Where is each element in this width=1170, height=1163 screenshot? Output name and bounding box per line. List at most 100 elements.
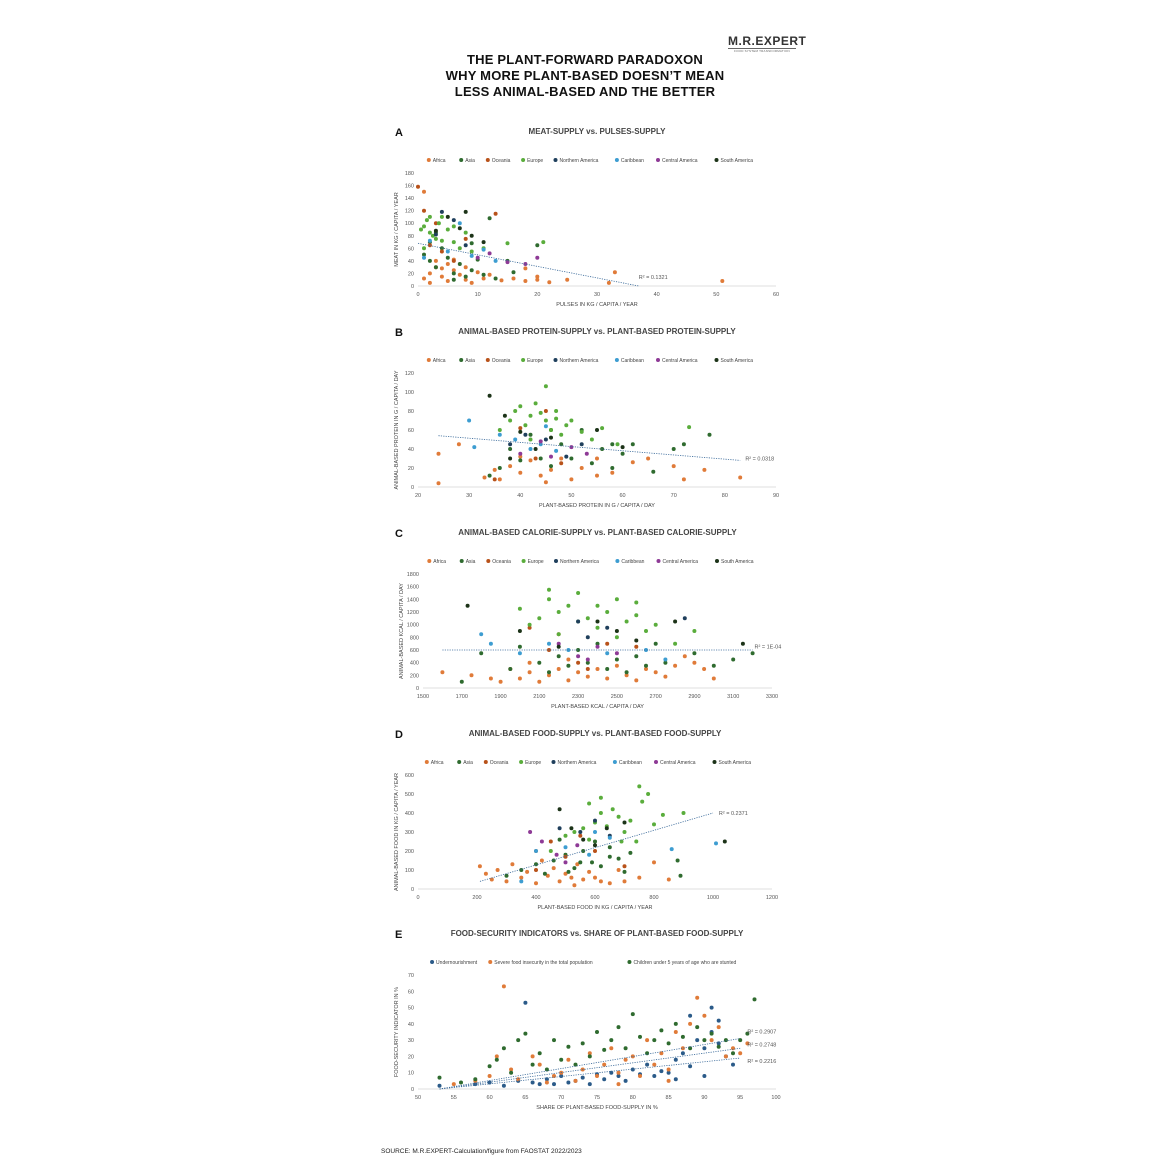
data-point-europe [634,600,639,605]
chart-letter: D [395,729,403,741]
x-tick-label: 1200 [766,895,778,901]
data-point-children-under-5-years-of-age-who-are-stunted [537,1051,542,1056]
y-tick-label: 0 [411,887,414,893]
data-point-asia [542,871,547,876]
data-point-asia [566,869,571,874]
data-point-caribbean [663,657,668,662]
data-point-africa [579,466,584,470]
legend-label-africa: Africa [431,760,444,766]
data-point-africa [563,871,568,876]
data-point-south-america [569,826,574,831]
legend-marker-northern-america [554,559,558,563]
data-point-africa [528,458,533,463]
data-point-caribbean [547,641,551,646]
y-tick-label: 0 [416,686,419,692]
trend-line [439,1047,741,1090]
data-point-undernourishment [652,1074,657,1078]
data-point-severe-food-insecurity-in-the-total-population [666,1078,671,1083]
data-point-undernourishment [616,1074,621,1078]
data-point-africa [427,280,432,285]
data-point-children-under-5-years-of-age-who-are-stunted [630,1012,635,1017]
data-point-south-america [502,413,507,418]
r-squared-label: R² = 0.2907 [747,1030,776,1036]
data-point-europe [687,425,692,430]
legend-label-children-under-5-years-of-age-who-are-stunted: Children under 5 years of age who are st… [633,960,736,966]
data-point-central-america [539,839,544,844]
r-squared-label: R² = 0.2371 [719,811,748,817]
legend-marker-caribbean [615,559,620,563]
data-point-africa [517,676,522,681]
data-point-asia [445,255,450,260]
data-point-children-under-5-years-of-age-who-are-stunted [745,1031,750,1036]
data-point-africa [535,277,540,282]
legend-label-asia: Asia [463,760,473,766]
data-point-africa [508,464,513,469]
data-point-africa [519,875,524,880]
data-point-severe-food-insecurity-in-the-total-population [709,1038,714,1043]
data-point-europe [497,428,502,432]
data-point-asia [678,873,683,878]
data-point-children-under-5-years-of-age-who-are-stunted [587,1054,592,1059]
data-point-undernourishment [537,1082,542,1087]
data-point-africa [671,464,676,469]
data-point-africa [616,868,621,872]
data-point-children-under-5-years-of-age-who-are-stunted [709,1031,714,1036]
legend-label-south-america: South America [721,158,754,164]
data-point-caribbean [457,221,462,226]
data-point-asia [630,442,635,447]
data-point-africa [634,678,639,683]
data-point-oceania [622,864,627,869]
legend-label-central-america: Central America [663,559,699,565]
y-axis-label: MEAT IN KG / CAPITA / YEAR [394,192,400,267]
legend-marker-caribbean [612,760,617,764]
data-point-africa [598,879,603,884]
data-point-africa [525,869,530,874]
data-point-children-under-5-years-of-age-who-are-stunted [702,1038,707,1043]
data-point-caribbean [445,249,450,254]
data-point-children-under-5-years-of-age-who-are-stunted [523,1031,528,1036]
data-point-northern-america [576,619,581,624]
y-tick-label: 60 [408,246,414,252]
data-point-undernourishment [645,1062,650,1067]
data-point-africa [607,881,612,886]
x-tick-label: 400 [531,895,540,901]
y-tick-label: 0 [411,284,414,290]
data-point-europe [422,224,426,229]
data-point-europe [528,437,533,442]
data-point-asia [585,660,590,665]
data-point-oceania [416,184,420,189]
y-tick-label: 400 [410,661,419,667]
data-point-caribbean [469,253,474,258]
data-point-europe [619,839,624,844]
data-point-africa [559,456,564,461]
data-point-africa [575,862,580,867]
data-point-children-under-5-years-of-age-who-are-stunted [666,1041,671,1046]
data-point-severe-food-insecurity-in-the-total-population [738,1051,743,1056]
data-point-south-america [533,447,538,451]
data-point-oceania [578,833,583,838]
data-point-asia [628,850,633,855]
legend-label-northern-america: Northern America [558,760,597,766]
data-point-children-under-5-years-of-age-who-are-stunted [616,1025,621,1030]
data-point-asia [556,654,561,659]
data-point-europe [624,619,629,624]
y-tick-label: 0 [411,485,414,491]
data-point-africa [436,451,441,456]
data-point-caribbean [422,255,426,260]
data-point-africa [551,866,556,871]
legend-label-south-america: South America [719,760,752,766]
chart-letter: C [395,528,403,540]
data-point-south-america [433,228,438,233]
data-point-africa [587,869,592,874]
data-point-children-under-5-years-of-age-who-are-stunted [516,1038,521,1043]
data-point-central-america [614,651,619,656]
data-point-severe-food-insecurity-in-the-total-population [573,1078,578,1083]
legend-label-africa: Africa [433,358,446,364]
x-tick-label: 80 [630,1095,636,1101]
data-point-europe [576,591,581,595]
data-point-africa [538,473,543,478]
y-tick-label: 50 [408,1006,414,1012]
data-point-europe [517,606,522,611]
data-point-africa [565,277,570,282]
data-point-undernourishment [702,1074,707,1078]
